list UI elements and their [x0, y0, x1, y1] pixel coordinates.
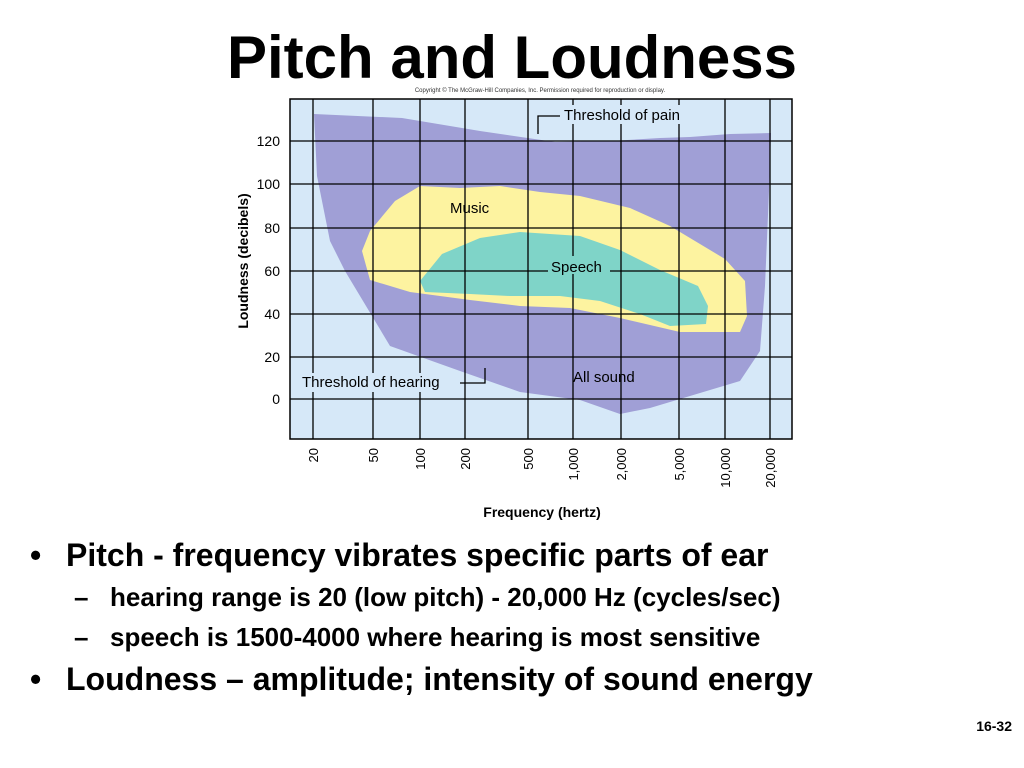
threshold-of-hearing-label-bg — [298, 373, 458, 392]
speech-label-bg — [548, 256, 610, 274]
slide-title: Pitch and Loudness — [226, 24, 798, 91]
bullet-marker: • — [30, 661, 42, 697]
sub-bullet-marker: – — [74, 582, 89, 612]
bullet-list: • Pitch - frequency vibrates specific par… — [30, 533, 1020, 701]
plot-frame — [289, 98, 793, 440]
page-number: 16-32 — [976, 718, 1012, 734]
all-sound-label: All sound — [573, 369, 635, 386]
threshold-of-pain-label-bg — [558, 105, 696, 124]
sub-bullet-text: hearing range is 20 (low pitch) - 20,000… — [110, 582, 781, 612]
threshold-of-pain-leader — [537, 115, 560, 134]
y-axis-label: Loudness (decibels) — [235, 193, 251, 328]
speech-region — [420, 232, 708, 326]
x-tick-label: 100 — [413, 448, 428, 470]
x-axis-label: Frequency (hertz) — [483, 504, 600, 520]
threshold-of-hearing-leader — [460, 368, 486, 384]
threshold-of-pain-label: Threshold of pain — [564, 107, 680, 124]
copyright-notice: Copyright © The McGraw-Hill Companies, I… — [414, 88, 666, 94]
bullet-text: Pitch - frequency vibrates specific part… — [66, 537, 769, 573]
sub-bullet-item: – speech is 1500-4000 where hearing is mo… — [74, 617, 1020, 657]
speech-label: Speech — [551, 259, 602, 276]
y-tick-label: 80 — [264, 220, 280, 236]
x-tick-label: 20,000 — [763, 448, 778, 488]
bullet-text: Loudness – amplitude; intensity of sound… — [66, 661, 813, 697]
x-tick-label: 10,000 — [718, 448, 733, 488]
sub-bullet-marker: – — [74, 622, 89, 652]
x-tick-label: 500 — [521, 448, 536, 470]
x-tick-label: 1,000 — [566, 448, 581, 481]
x-tick-label: 2,000 — [614, 448, 629, 481]
sub-bullet-item: – hearing range is 20 (low pitch) - 20,00… — [74, 577, 1020, 617]
bullet-item: • Loudness – amplitude; intensity of soun… — [30, 657, 1020, 701]
sub-bullet-text: speech is 1500-4000 where hearing is mos… — [110, 622, 761, 652]
y-tick-label: 0 — [272, 391, 280, 407]
threshold-of-hearing-label: Threshold of hearing — [302, 374, 440, 391]
y-tick-label: 20 — [264, 349, 280, 365]
x-tick-label: 20 — [306, 448, 321, 462]
x-tick-label: 5,000 — [672, 448, 687, 481]
y-tick-label: 120 — [257, 133, 281, 149]
y-tick-label: 100 — [257, 176, 281, 192]
x-tick-label: 200 — [458, 448, 473, 470]
music-label: Music — [450, 200, 490, 217]
bullet-item: • Pitch - frequency vibrates specific par… — [30, 533, 1020, 577]
y-tick-label: 40 — [264, 306, 280, 322]
x-tick-label: 50 — [366, 448, 381, 462]
bullet-marker: • — [30, 537, 42, 573]
y-tick-label: 60 — [264, 263, 280, 279]
